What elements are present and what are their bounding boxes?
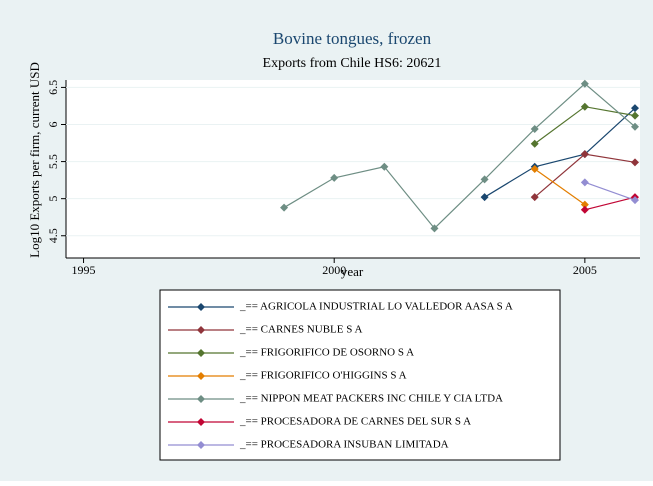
marker [630, 104, 639, 113]
marker [530, 193, 539, 202]
marker [480, 193, 489, 202]
marker [630, 196, 639, 205]
marker [380, 162, 389, 171]
marker [580, 205, 589, 214]
plot-area [66, 80, 640, 258]
marker [197, 303, 205, 311]
marker [197, 441, 205, 449]
series-line [584, 181, 636, 201]
legend-label: _== FRIGORIFICO O'HIGGINS S A [239, 370, 407, 382]
legend-label: _== NIPPON MEAT PACKERS INC CHILE Y CIA … [239, 393, 503, 405]
series-line [584, 196, 636, 211]
marker [197, 326, 205, 334]
marker [580, 200, 589, 209]
y-tick-label: 5 [46, 196, 60, 202]
y-tick-label: 4.5 [46, 228, 60, 243]
chart-subtitle: Exports from Chile HS6: 20621 [263, 56, 442, 71]
marker [197, 372, 205, 380]
series-line [283, 82, 636, 230]
marker [430, 224, 439, 233]
legend-label: _== AGRICOLA INDUSTRIAL LO VALLEDOR AASA… [239, 301, 513, 313]
y-axis-label: Log10 Exports per firm, current USD [27, 62, 42, 258]
marker [580, 102, 589, 111]
marker [630, 122, 639, 131]
marker [530, 124, 539, 133]
marker [197, 395, 205, 403]
legend-label: _== PROCESADORA DE CARNES DEL SUR S A [239, 416, 471, 428]
marker [330, 173, 339, 182]
series-line [484, 107, 636, 198]
legend-label: _== PROCESADORA INSUBAN LIMITADA [239, 439, 449, 451]
marker [197, 349, 205, 357]
x-tick-label: 2005 [573, 263, 597, 277]
legend-label: _== FRIGORIFICO DE OSORNO S A [239, 347, 414, 359]
x-axis-label: year [341, 264, 364, 279]
y-tick-label: 6 [46, 122, 60, 128]
series-line [534, 168, 586, 206]
legend [159, 289, 561, 461]
marker [630, 158, 639, 167]
marker [480, 175, 489, 184]
marker [630, 111, 639, 120]
y-tick-label: 5.5 [46, 154, 60, 169]
marker [280, 203, 289, 212]
chart-title: Bovine tongues, frozen [273, 29, 432, 48]
x-tick-label: 2000 [322, 263, 346, 277]
marker [580, 150, 589, 159]
marker [580, 178, 589, 187]
legend-label: _== CARNES NUBLE S A [239, 324, 362, 336]
x-tick-label: 1995 [72, 263, 96, 277]
y-tick-label: 6.5 [46, 80, 60, 95]
marker [530, 139, 539, 148]
marker [580, 79, 589, 88]
marker [530, 165, 539, 173]
marker [197, 418, 205, 426]
